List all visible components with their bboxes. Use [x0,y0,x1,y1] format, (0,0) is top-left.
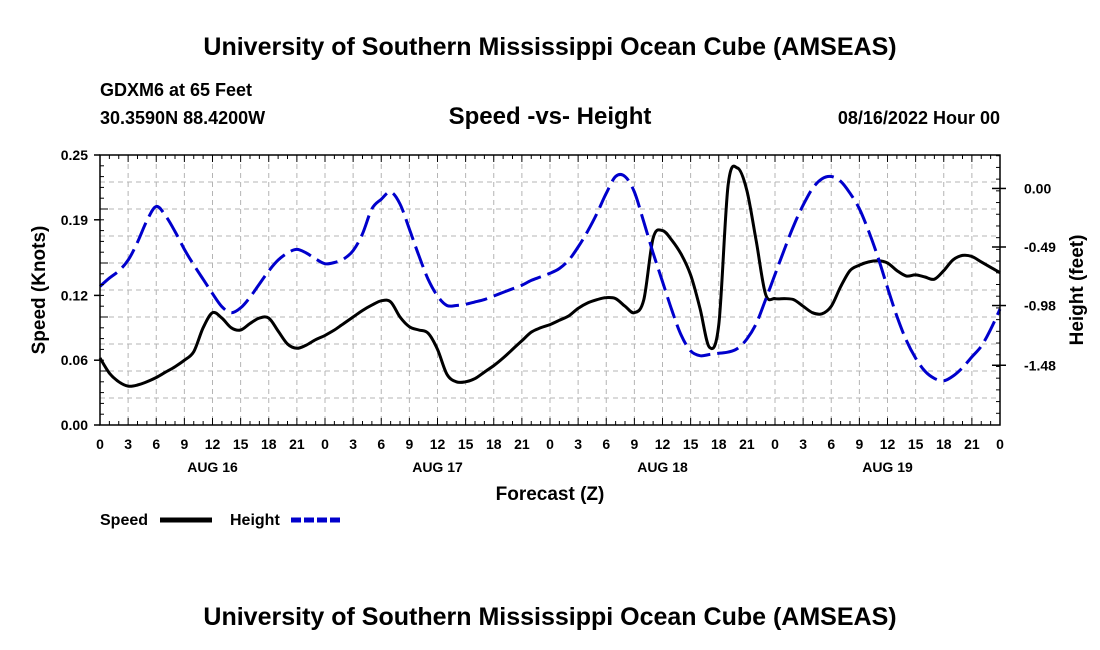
x-tick-label: 0 [996,436,1004,452]
x-tick-label: 15 [458,436,474,452]
x-tick-label: 0 [96,436,104,452]
y-tick-label: 0.19 [61,212,88,228]
y-axis-title: Speed (Knots) [29,226,50,355]
x-tick-label: 15 [233,436,249,452]
x-tick-label: 21 [964,436,980,452]
axes: 0 3 6 9 12 15 18 21 0 3 6 9 12 15 18 21 0 3 6 9 12 15 18 21 0 3 6 9… [61,147,1056,475]
x-tick-label: 18 [486,436,502,452]
y-tick-label: 0.12 [61,287,88,303]
x-tick-label: 0 [321,436,329,452]
page-title: University of Southern Mississippi Ocean… [203,33,896,61]
y2-tick-label: -0.98 [1024,298,1056,314]
x-day-label: AUG 18 [637,459,688,475]
legend-label-speed: Speed [100,512,148,529]
x-day-label: AUG 16 [187,459,238,475]
x-tick-label: 6 [602,436,610,452]
grid-lines [100,155,1000,425]
x-tick-label: 6 [827,436,835,452]
station-label: GDXM6 at 65 Feet [100,80,252,100]
x-day-label: AUG 17 [412,459,463,475]
chart-subtitle: Speed -vs- Height [449,103,652,130]
y2-tick-label: -0.49 [1024,239,1056,255]
x-tick-label: 6 [152,436,160,452]
y-tick-label: 0.25 [61,147,88,163]
y2-tick-label: -1.48 [1024,357,1056,373]
x-tick-label: 9 [855,436,863,452]
x-tick-label: 6 [377,436,385,452]
x-tick-label: 12 [205,436,221,452]
y-tick-label: 0.06 [61,352,88,368]
x-tick-label: 0 [546,436,554,452]
x-tick-label: 12 [880,436,896,452]
x-tick-label: 9 [405,436,413,452]
x-tick-label: 9 [630,436,638,452]
x-tick-label: 9 [180,436,188,452]
y-tick-label: 0.00 [61,417,88,433]
x-tick-label: 18 [261,436,277,452]
x-tick-label: 15 [908,436,924,452]
datetime-label: 08/16/2022 Hour 00 [838,108,1000,128]
series-line-height [99,172,1002,383]
x-tick-label: 3 [799,436,807,452]
x-axis-title: Forecast (Z) [496,484,605,505]
coords-label: 30.3590N 88.4200W [100,108,265,128]
x-tick-label: 18 [711,436,727,452]
series-line-speed [98,164,1001,388]
legend: Speed Height [100,512,343,529]
legend-label-height: Height [230,512,280,529]
y2-tick-label: 0.00 [1024,180,1051,196]
x-tick-label: 0 [771,436,779,452]
x-tick-label: 21 [514,436,530,452]
x-tick-label: 12 [655,436,671,452]
x-tick-label: 3 [349,436,357,452]
footer-title: University of Southern Mississippi Ocean… [203,603,896,631]
x-tick-label: 3 [574,436,582,452]
x-tick-label: 18 [936,436,952,452]
y2-axis-title: Height (feet) [1067,235,1088,346]
x-tick-label: 12 [430,436,446,452]
series-lines [98,164,1002,388]
x-tick-label: 21 [289,436,305,452]
x-tick-label: 21 [739,436,755,452]
x-day-label: AUG 19 [862,459,913,475]
x-tick-label: 3 [124,436,132,452]
x-tick-label: 15 [683,436,699,452]
